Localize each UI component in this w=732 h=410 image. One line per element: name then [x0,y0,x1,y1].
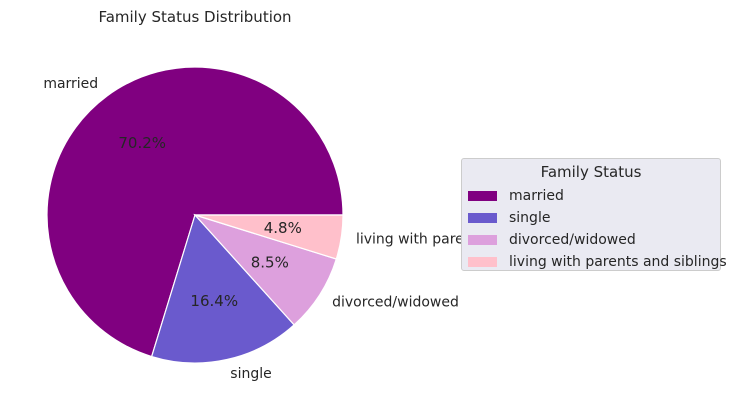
legend-item-single: single [468,207,714,229]
legend-title: Family Status [540,163,642,181]
legend-item-married: married [468,185,714,207]
percent-label-living-with-parents-and-siblings: 4.8% [264,219,302,237]
percent-label-married: 70.2% [118,134,166,152]
percent-label-divorced-widowed: 8.5% [251,253,289,271]
legend-label: divorced/widowed [509,232,636,248]
legend-swatch [468,213,497,223]
legend: Family Status married single divorced/wido… [461,158,727,273]
legend-swatch [468,191,497,201]
legend-item-living-with-parents-and-siblings: living with parents and siblings [468,251,727,273]
legend-item-divorced-widowed: divorced/widowed [468,229,714,251]
slice-label-married: married [43,76,98,92]
pie-slice-living-with-parents-and-siblings [194,214,344,260]
legend-label: single [509,210,551,226]
chart-title: Family Status Distribution [98,8,292,26]
legend-label: married [509,188,564,204]
legend-label: living with parents and siblings [509,254,727,270]
slice-label-divorced-widowed: divorced/widowed [332,295,459,311]
pie-slice-married [46,66,344,358]
slice-label-single: single [230,366,271,382]
legend-swatch [468,257,497,267]
percent-label-single: 16.4% [190,292,238,310]
legend-swatch [468,235,497,245]
pie-slice-single [150,213,296,364]
